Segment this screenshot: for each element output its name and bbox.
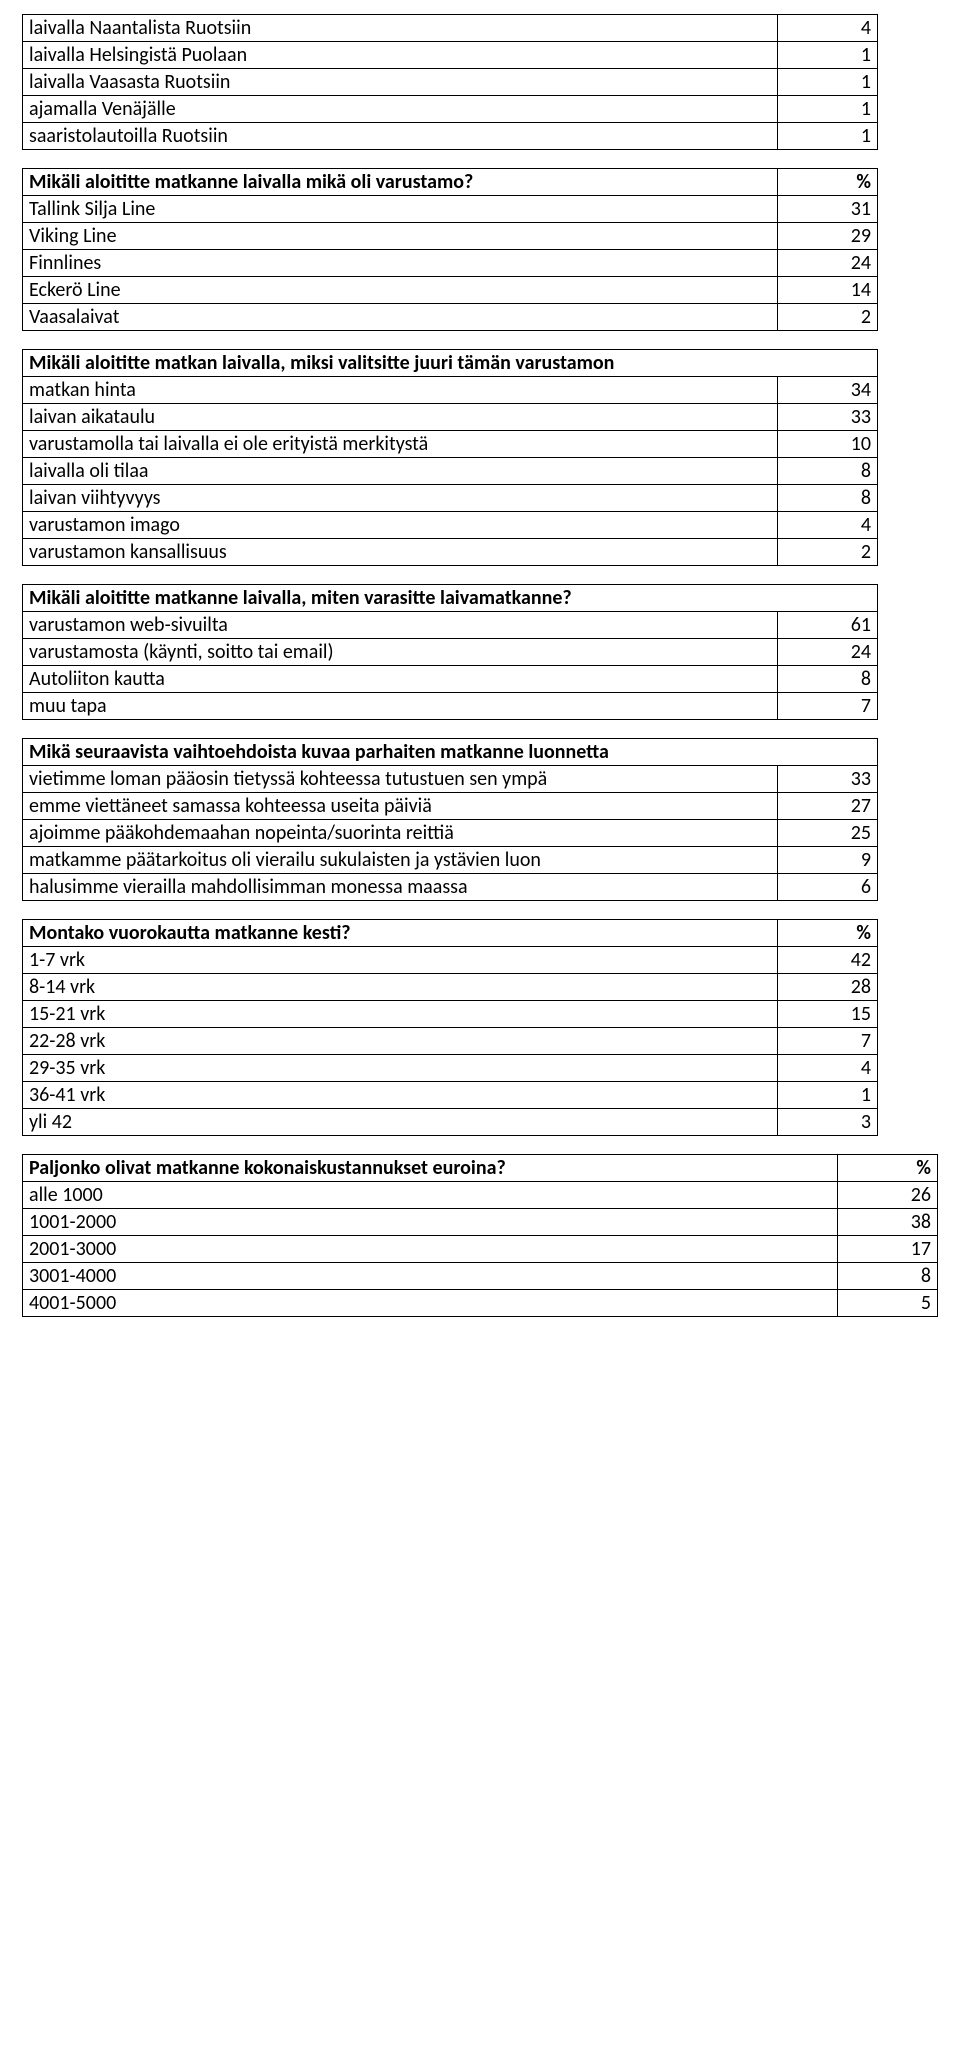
row-label: varustamolla tai laivalla ei ole erityis… — [23, 431, 778, 458]
row-label: Autoliiton kautta — [23, 666, 778, 693]
table-header: Montako vuorokautta matkanne kesti? — [23, 920, 778, 947]
row-label: ajamalla Venäjälle — [23, 96, 778, 123]
row-label: matkamme päätarkoitus oli vierailu sukul… — [23, 847, 778, 874]
row-value: 5 — [838, 1290, 938, 1317]
table-header: Mikäli aloititte matkanne laivalla mikä … — [23, 169, 778, 196]
row-value: 61 — [778, 612, 878, 639]
row-value: 25 — [778, 820, 878, 847]
row-value: 1 — [778, 42, 878, 69]
row-value: 1 — [778, 123, 878, 150]
row-value: 1 — [778, 1082, 878, 1109]
row-label: laivan aikataulu — [23, 404, 778, 431]
row-value: 34 — [778, 377, 878, 404]
row-label: laivalla oli tilaa — [23, 458, 778, 485]
row-label: varustamon kansallisuus — [23, 539, 778, 566]
row-label: halusimme vierailla mahdollisimman mones… — [23, 874, 778, 901]
row-value: 1 — [778, 96, 878, 123]
row-value: 33 — [778, 766, 878, 793]
table-header-value: % — [778, 169, 878, 196]
row-label: 36-41 vrk — [23, 1082, 778, 1109]
row-value: 8 — [778, 666, 878, 693]
row-label: laivan viihtyvyys — [23, 485, 778, 512]
row-value: 24 — [778, 639, 878, 666]
row-value: 26 — [838, 1182, 938, 1209]
row-label: vietimme loman pääosin tietyssä kohteess… — [23, 766, 778, 793]
row-label: saaristolautoilla Ruotsiin — [23, 123, 778, 150]
booking-method-table: Mikäli aloititte matkanne laivalla, mite… — [22, 584, 878, 720]
row-value: 42 — [778, 947, 878, 974]
travel-method-table: laivalla Naantalista Ruotsiin4 laivalla … — [22, 14, 878, 150]
row-value: 38 — [838, 1209, 938, 1236]
row-value: 8 — [778, 458, 878, 485]
row-value: 9 — [778, 847, 878, 874]
table-header: Mikäli aloititte matkan laivalla, miksi … — [23, 350, 878, 377]
row-value: 7 — [778, 693, 878, 720]
row-label: Vaasalaivat — [23, 304, 778, 331]
trip-nature-table: Mikä seuraavista vaihtoehdoista kuvaa pa… — [22, 738, 878, 901]
shipping-company-table: Mikäli aloititte matkanne laivalla mikä … — [22, 168, 878, 331]
row-label: 29-35 vrk — [23, 1055, 778, 1082]
table-header: Mikäli aloititte matkanne laivalla, mite… — [23, 585, 878, 612]
table-header-value: % — [778, 920, 878, 947]
row-label: 22-28 vrk — [23, 1028, 778, 1055]
row-label: 1001-2000 — [23, 1209, 838, 1236]
row-value: 29 — [778, 223, 878, 250]
row-label: varustamon web-sivuilta — [23, 612, 778, 639]
row-value: 8 — [838, 1263, 938, 1290]
company-reason-table: Mikäli aloititte matkan laivalla, miksi … — [22, 349, 878, 566]
row-value: 2 — [778, 304, 878, 331]
row-label: matkan hinta — [23, 377, 778, 404]
row-label: ajoimme pääkohdemaahan nopeinta/suorinta… — [23, 820, 778, 847]
row-value: 27 — [778, 793, 878, 820]
row-label: muu tapa — [23, 693, 778, 720]
row-label: 1-7 vrk — [23, 947, 778, 974]
row-label: 2001-3000 — [23, 1236, 838, 1263]
row-value: 31 — [778, 196, 878, 223]
row-label: Finnlines — [23, 250, 778, 277]
row-label: laivalla Naantalista Ruotsiin — [23, 15, 778, 42]
trip-cost-table: Paljonko olivat matkanne kokonaiskustann… — [22, 1154, 938, 1317]
table-header: Paljonko olivat matkanne kokonaiskustann… — [23, 1155, 838, 1182]
row-value: 14 — [778, 277, 878, 304]
row-label: 3001-4000 — [23, 1263, 838, 1290]
row-value: 4 — [778, 512, 878, 539]
row-label: laivalla Helsingistä Puolaan — [23, 42, 778, 69]
row-value: 8 — [778, 485, 878, 512]
row-value: 3 — [778, 1109, 878, 1136]
table-header-value: % — [838, 1155, 938, 1182]
row-value: 24 — [778, 250, 878, 277]
row-value: 33 — [778, 404, 878, 431]
row-label: 15-21 vrk — [23, 1001, 778, 1028]
table-header: Mikä seuraavista vaihtoehdoista kuvaa pa… — [23, 739, 878, 766]
row-label: Eckerö Line — [23, 277, 778, 304]
row-label: varustamon imago — [23, 512, 778, 539]
row-value: 1 — [778, 69, 878, 96]
row-value: 17 — [838, 1236, 938, 1263]
row-label: 8-14 vrk — [23, 974, 778, 1001]
row-value: 7 — [778, 1028, 878, 1055]
row-label: laivalla Vaasasta Ruotsiin — [23, 69, 778, 96]
row-value: 4 — [778, 15, 878, 42]
row-value: 15 — [778, 1001, 878, 1028]
row-value: 6 — [778, 874, 878, 901]
row-label: Viking Line — [23, 223, 778, 250]
trip-duration-table: Montako vuorokautta matkanne kesti?% 1-7… — [22, 919, 878, 1136]
row-label: Tallink Silja Line — [23, 196, 778, 223]
row-value: 2 — [778, 539, 878, 566]
row-label: yli 42 — [23, 1109, 778, 1136]
row-label: emme viettäneet samassa kohteessa useita… — [23, 793, 778, 820]
row-value: 4 — [778, 1055, 878, 1082]
row-label: varustamosta (käynti, soitto tai email) — [23, 639, 778, 666]
row-value: 10 — [778, 431, 878, 458]
row-label: 4001-5000 — [23, 1290, 838, 1317]
row-value: 28 — [778, 974, 878, 1001]
row-label: alle 1000 — [23, 1182, 838, 1209]
